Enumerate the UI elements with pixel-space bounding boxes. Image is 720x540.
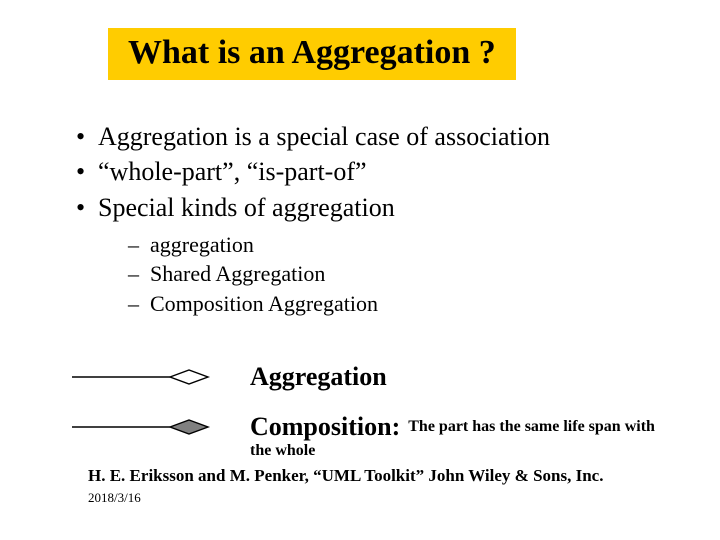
slide: What is an Aggregation ? Aggregation is … (0, 0, 720, 540)
bullet-list-level1: Aggregation is a special case of associa… (70, 120, 670, 319)
citation-text: H. E. Eriksson and M. Penker, “UML Toolk… (88, 466, 603, 486)
sub-bullet-item: aggregation (128, 230, 670, 260)
composition-tail-wrap: the whole (250, 442, 315, 460)
title-box: What is an Aggregation ? (108, 28, 516, 80)
bullet-list-level2: aggregation Shared Aggregation Compositi… (98, 230, 670, 319)
slide-date: 2018/3/16 (88, 490, 141, 506)
aggregation-diamond-icon (70, 363, 220, 391)
body-region: Aggregation is a special case of associa… (70, 120, 670, 321)
bullet-item: Aggregation is a special case of associa… (70, 120, 670, 153)
composition-label: Composition: (250, 412, 400, 442)
composition-diagram-row: Composition: The part has the same life … (70, 412, 655, 442)
composition-tail-text: The part has the same life span with (408, 418, 655, 436)
bullet-item: “whole-part”, “is-part-of” (70, 155, 670, 188)
aggregation-diagram-row: Aggregation (70, 362, 387, 392)
slide-title: What is an Aggregation ? (128, 34, 496, 72)
bullet-item-text: Special kinds of aggregation (98, 193, 395, 222)
aggregation-label: Aggregation (250, 362, 387, 392)
sub-bullet-item: Composition Aggregation (128, 289, 670, 319)
bullet-item: Special kinds of aggregation aggregation… (70, 191, 670, 319)
sub-bullet-item: Shared Aggregation (128, 259, 670, 289)
composition-diamond-icon (70, 413, 220, 441)
